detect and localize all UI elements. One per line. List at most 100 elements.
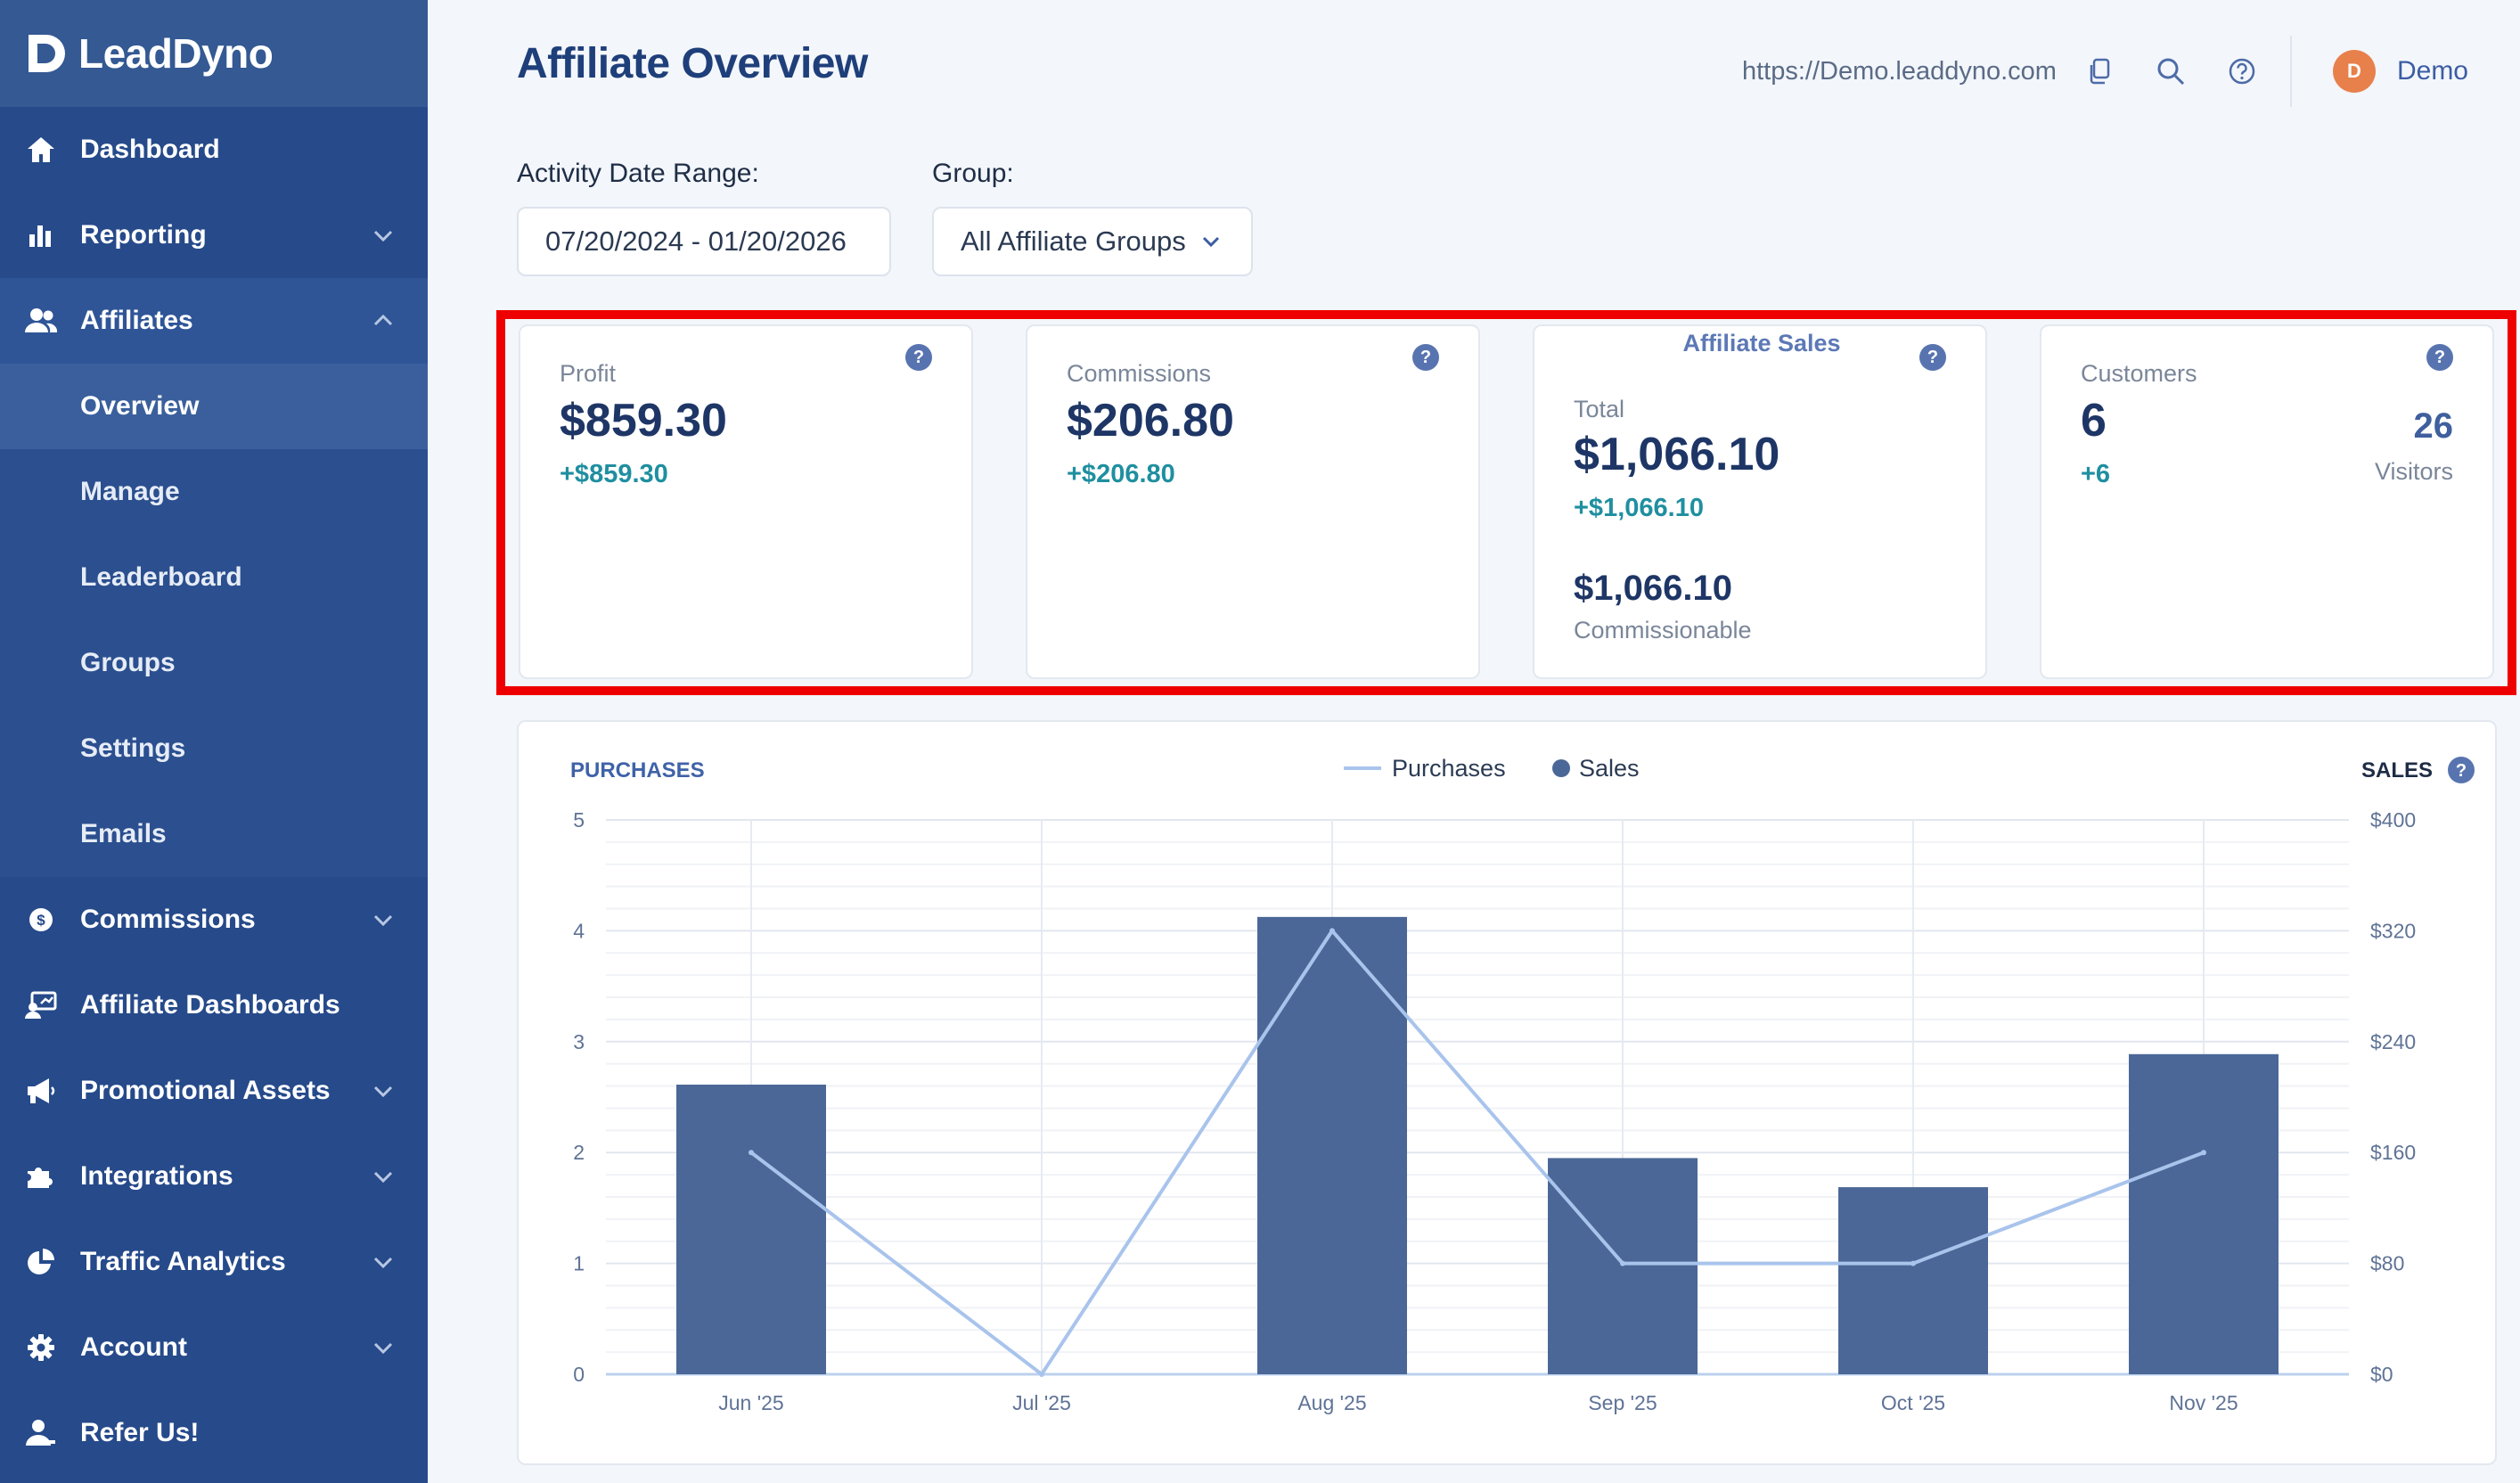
affiliate-sales-title: Affiliate Sales (1682, 330, 1841, 356)
chevron-down-icon (373, 230, 393, 242)
chevron-down-icon (373, 914, 393, 927)
sidebar-item-affiliates[interactable]: Affiliates (0, 278, 428, 364)
x-tick-label: Jun '25 (718, 1391, 783, 1414)
date-range-picker[interactable]: 07/20/2024 - 01/20/2026 (517, 207, 891, 276)
purchases-point[interactable] (2201, 1150, 2206, 1156)
pie-chart-icon (25, 1246, 57, 1278)
puzzle-icon (25, 1160, 57, 1192)
sidebar-subitem-settings[interactable]: Settings (80, 733, 186, 763)
chart-legend: Purchases Sales (1344, 755, 1640, 782)
highlight-box (496, 310, 2516, 695)
commissionable-value: $1,066.10 (1574, 569, 1732, 608)
sidebar-item-promotional-assets[interactable]: Promotional Assets (0, 1048, 428, 1134)
chevron-down-icon (373, 1171, 393, 1184)
purchases-point[interactable] (1620, 1260, 1625, 1266)
left-tick-label: 2 (573, 1141, 585, 1164)
affiliate-sales-card: Affiliate Sales ? Total $1,066.10 +$1,06… (1533, 324, 1987, 679)
sales-bars (676, 916, 2279, 1374)
right-axis-title: SALES (2361, 758, 2433, 782)
sales-bar[interactable] (1548, 1158, 1698, 1374)
chevron-down-icon (1202, 236, 1219, 248)
purchases-point[interactable] (1039, 1372, 1044, 1377)
sales-bar[interactable] (2129, 1053, 2279, 1374)
logo-icon (25, 33, 68, 74)
sidebar-item-label: Integrations (80, 1161, 233, 1191)
site-url-link[interactable]: https://Demo.leaddyno.com (1741, 56, 2057, 86)
chart-svg: PURCHASES SALES ? Purchases Sales 0 1 2 3 4 5… (570, 755, 2475, 1414)
chevron-down-icon (373, 1086, 393, 1098)
right-tick-label: $160 (2370, 1141, 2416, 1164)
legend-sales-label[interactable]: Sales (1579, 755, 1640, 782)
user-share-icon (25, 1417, 57, 1449)
legend-purchases-label[interactable]: Purchases (1392, 755, 1506, 782)
commissions-help-icon[interactable]: ? (1412, 344, 1439, 371)
right-tick-label: $320 (2370, 919, 2416, 942)
sidebar-item-reporting[interactable]: Reporting (0, 193, 428, 278)
sidebar-subitem-manage[interactable]: Manage (80, 477, 180, 506)
sales-total-value: $1,066.10 (1574, 429, 1780, 480)
avatar[interactable]: D (2332, 50, 2376, 93)
dashboard-screen-icon (25, 989, 57, 1021)
purchases-line (749, 928, 2206, 1377)
sidebar-nav-lower: $ Commissions Affiliate Dashboards Promo… (0, 877, 428, 1476)
sales-delta: +$1,066.10 (1574, 494, 1704, 522)
chevron-down-icon (373, 1257, 393, 1269)
customers-help-icon[interactable]: ? (2426, 344, 2453, 371)
commissions-delta: +$206.80 (1067, 460, 1175, 488)
chart-help-icon[interactable]: ? (2448, 757, 2475, 783)
sidebar-item-integrations[interactable]: Integrations (0, 1134, 428, 1219)
sidebar-item-traffic-analytics[interactable]: Traffic Analytics (0, 1219, 428, 1305)
bar-chart-icon (25, 219, 57, 251)
sidebar-item-label: Traffic Analytics (80, 1247, 286, 1276)
sidebar-item-dashboard[interactable]: Dashboard (0, 107, 428, 193)
top-bar: https://Demo.leaddyno.com D Demo (1742, 36, 2520, 107)
sidebar-subitem-leaderboard[interactable]: Leaderboard (80, 562, 242, 592)
sidebar-item-affiliate-dashboards[interactable]: Affiliate Dashboards (0, 963, 428, 1048)
profit-delta: +$859.30 (560, 460, 668, 488)
profit-value: $859.30 (560, 395, 727, 447)
left-tick-label: 0 (573, 1363, 585, 1386)
purchases-sales-chart: PURCHASES SALES ? Purchases Sales 0 1 2 3 4 5… (517, 720, 2497, 1465)
sales-bar[interactable] (1838, 1187, 1988, 1374)
sales-bar[interactable] (1257, 916, 1407, 1374)
sidebar-item-refer-us[interactable]: Refer Us! (0, 1390, 428, 1476)
sidebar-item-label: Promotional Assets (80, 1076, 331, 1105)
profit-label: Profit (560, 360, 617, 387)
chart-grid (606, 819, 2349, 1376)
sidebar-item-label: Commissions (80, 905, 256, 934)
sales-help-icon[interactable]: ? (1919, 344, 1946, 371)
user-menu[interactable]: Demo (2396, 56, 2468, 86)
purchases-point[interactable] (1330, 928, 1335, 934)
brand-logo[interactable]: LeadDyno (0, 0, 428, 107)
purchases-point[interactable] (749, 1150, 754, 1156)
sidebar-subitem-groups[interactable]: Groups (80, 648, 176, 677)
profit-help-icon[interactable]: ? (905, 344, 932, 371)
sidebar-item-account[interactable]: Account (0, 1305, 428, 1390)
sidebar-subitem-emails[interactable]: Emails (80, 819, 167, 848)
commissions-label: Commissions (1067, 360, 1212, 387)
x-tick-label: Aug '25 (1297, 1391, 1366, 1414)
customers-delta: +6 (2081, 460, 2111, 488)
group-select[interactable]: All Affiliate Groups (932, 207, 1253, 276)
date-range-value: 07/20/2024 - 01/20/2026 (545, 225, 847, 257)
affiliates-subnav: Overview Manage Leaderboard Groups Setti… (0, 364, 428, 877)
help-circle-icon[interactable] (2224, 53, 2260, 89)
x-tick-label: Oct '25 (1881, 1391, 1945, 1414)
sidebar: LeadDyno Dashboard Reporting Affiliates … (0, 0, 428, 1483)
purchases-point[interactable] (1910, 1260, 1916, 1266)
sidebar-item-label: Dashboard (80, 135, 220, 164)
right-tick-label: $240 (2370, 1030, 2416, 1053)
users-icon (25, 305, 57, 337)
visitors-label: Visitors (2374, 458, 2453, 485)
x-tick-label: Nov '25 (2169, 1391, 2238, 1414)
copy-icon[interactable] (2082, 53, 2117, 89)
date-range-label: Activity Date Range: (517, 159, 759, 188)
sidebar-item-commissions[interactable]: $ Commissions (0, 877, 428, 963)
sidebar-item-label: Refer Us! (80, 1418, 200, 1447)
search-icon[interactable] (2153, 53, 2189, 89)
x-tick-label: Sep '25 (1588, 1391, 1657, 1414)
sidebar-subitem-overview[interactable]: Overview (0, 364, 428, 449)
purchases-line-path (749, 929, 2205, 1376)
commissions-value: $206.80 (1067, 395, 1234, 447)
sales-bar[interactable] (676, 1085, 826, 1374)
